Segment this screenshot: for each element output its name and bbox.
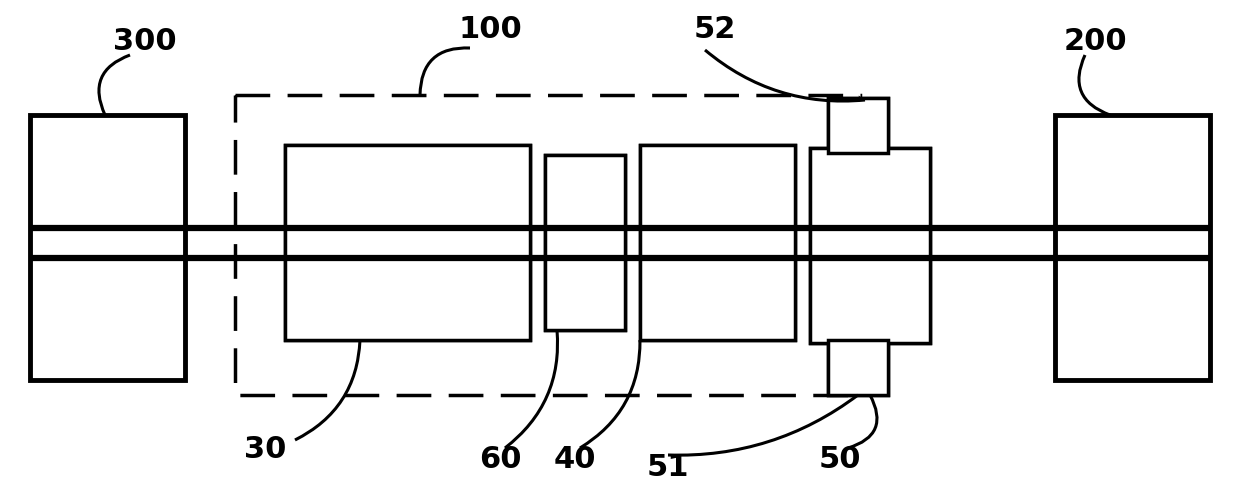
Bar [30,115,185,380]
Bar [640,145,795,340]
Bar [828,98,888,153]
Bar [285,145,529,340]
Bar [546,155,625,330]
Bar [546,155,625,330]
Bar [810,148,930,343]
Text: 60: 60 [479,445,521,475]
Bar [828,98,888,153]
Bar [236,95,861,395]
Text: 40: 40 [554,445,596,475]
Text: 51: 51 [647,452,689,482]
Bar [810,148,930,343]
Text: 30: 30 [244,435,286,465]
Text: 52: 52 [694,15,737,45]
Bar [828,340,888,395]
Text: 300: 300 [113,27,177,57]
Text: 100: 100 [458,15,522,45]
Bar [285,145,529,340]
Bar [640,145,795,340]
Bar [828,340,888,395]
Bar [1055,115,1210,380]
Text: 200: 200 [1063,27,1127,57]
Text: 50: 50 [818,445,862,475]
